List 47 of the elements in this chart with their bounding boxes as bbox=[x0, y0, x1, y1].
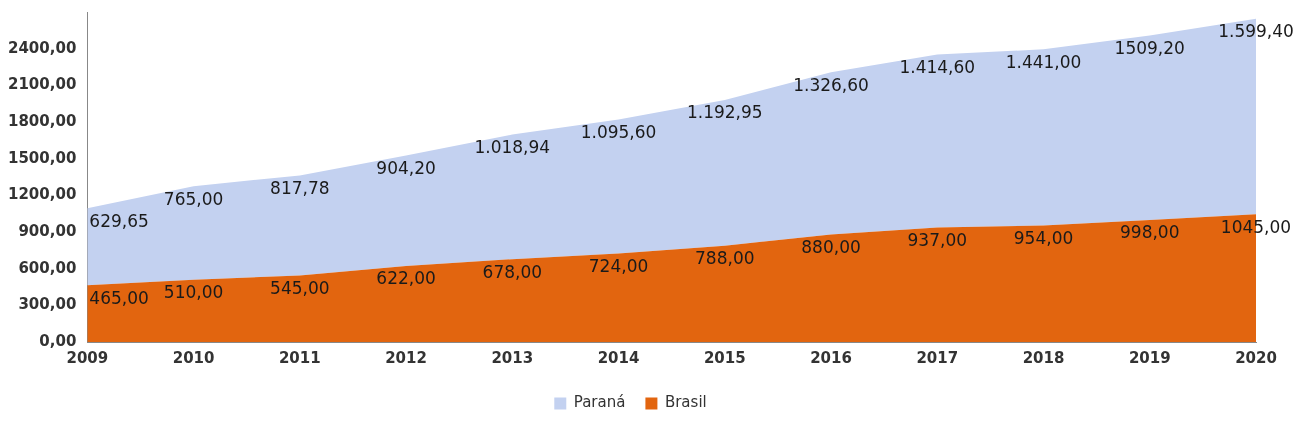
x-tick-label: 2016 bbox=[810, 348, 852, 367]
y-tick-label: 2400,00 bbox=[7, 38, 77, 57]
data-label: 817,78 bbox=[270, 177, 330, 198]
y-tick-label: 1500,00 bbox=[7, 148, 77, 167]
legend-label: Brasil bbox=[664, 393, 707, 412]
data-label: 1045,00 bbox=[1220, 216, 1292, 237]
data-label: 465,00 bbox=[89, 287, 149, 308]
x-tick-label: 2012 bbox=[385, 348, 427, 367]
x-tick-label: 2015 bbox=[703, 348, 746, 367]
data-label: 1.018,94 bbox=[474, 137, 551, 158]
x-tick-label: 2020 bbox=[1235, 348, 1277, 367]
data-label: 1509,20 bbox=[1114, 37, 1185, 58]
y-tick-label: 600,00 bbox=[18, 258, 77, 277]
x-tick-label: 2014 bbox=[597, 348, 640, 367]
y-tick-label: 2100,00 bbox=[7, 75, 77, 94]
data-label: 880,00 bbox=[801, 236, 861, 257]
data-label: 629,65 bbox=[89, 210, 149, 231]
data-label: 788,00 bbox=[695, 248, 755, 269]
x-tick-label: 2013 bbox=[491, 348, 534, 367]
data-label: 954,00 bbox=[1013, 227, 1074, 248]
x-tick-label: 2018 bbox=[1022, 348, 1065, 367]
data-label: 937,00 bbox=[907, 229, 968, 250]
data-label: 622,00 bbox=[376, 268, 436, 289]
legend-label: Paraná bbox=[573, 393, 626, 412]
y-tick-label: 1800,00 bbox=[7, 111, 77, 130]
data-label: 510,00 bbox=[163, 282, 224, 303]
x-tick-label: 2017 bbox=[916, 348, 959, 367]
data-label: 1.326,60 bbox=[793, 74, 869, 95]
data-label: 545,00 bbox=[270, 277, 330, 298]
data-label: 724,00 bbox=[588, 255, 649, 276]
data-label: 998,00 bbox=[1120, 222, 1180, 243]
data-label: 1.599,40 bbox=[1218, 21, 1294, 42]
x-tick-label: 2010 bbox=[172, 348, 215, 367]
x-tick-label: 2011 bbox=[278, 348, 321, 367]
x-tick-label: 2019 bbox=[1128, 348, 1171, 367]
y-tick-label: 900,00 bbox=[18, 221, 77, 240]
data-label: 1.414,60 bbox=[899, 57, 976, 77]
data-label: 765,00 bbox=[163, 188, 224, 209]
data-label: 1.095,60 bbox=[580, 122, 657, 143]
y-tick-label: 1200,00 bbox=[7, 185, 77, 204]
y-tick-label: 0,00 bbox=[39, 331, 77, 350]
x-tick-label: 2009 bbox=[66, 348, 109, 367]
data-label: 678,00 bbox=[482, 261, 543, 282]
data-label: 1.192,95 bbox=[686, 102, 763, 123]
data-label: 904,20 bbox=[376, 157, 436, 178]
y-tick-label: 300,00 bbox=[18, 295, 77, 314]
data-label: 1.441,00 bbox=[1005, 51, 1082, 72]
